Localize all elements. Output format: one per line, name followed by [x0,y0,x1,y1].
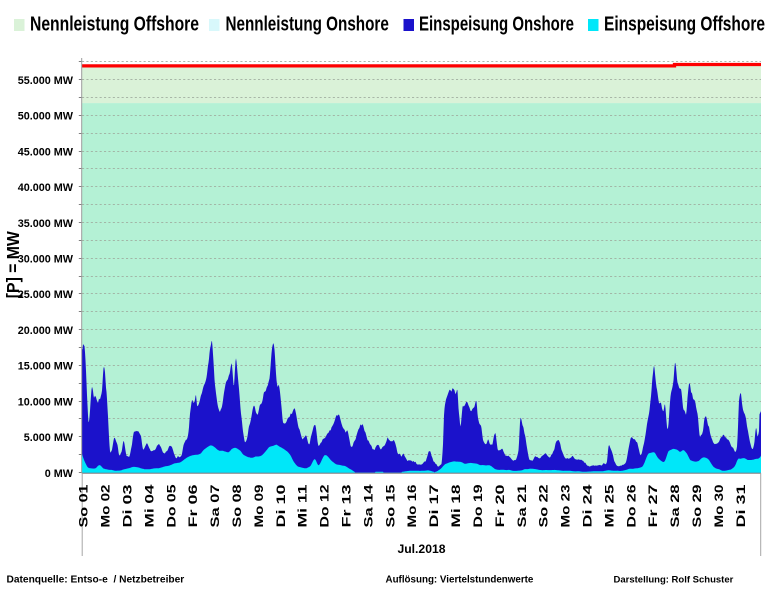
svg-text:Mi 25: Mi 25 [602,484,616,527]
svg-text:Di 10: Di 10 [274,484,288,527]
svg-text:30.000 MW: 30.000 MW [18,254,74,266]
svg-text:Fr 06: Fr 06 [186,484,200,527]
svg-text:So 15: So 15 [383,484,397,527]
svg-text:Fr 13: Fr 13 [340,484,354,527]
svg-text:Mi 18: Mi 18 [449,484,463,527]
svg-text:15.000 MW: 15.000 MW [18,361,74,373]
svg-text:Di 03: Di 03 [121,484,135,527]
svg-text:Sa 21: Sa 21 [515,484,529,527]
svg-text:Einspeisung Onshore: Einspeisung Onshore [419,14,574,36]
svg-text:5.000 MW: 5.000 MW [24,432,74,444]
svg-text:Fr 27: Fr 27 [646,484,660,527]
svg-text:Di 17: Di 17 [427,484,441,527]
svg-text:35.000 MW: 35.000 MW [18,218,74,230]
svg-text:Do 12: Do 12 [318,484,332,527]
svg-text:Do 26: Do 26 [624,484,638,527]
svg-text:50.000 MW: 50.000 MW [18,111,74,123]
svg-text:So 22: So 22 [537,484,551,527]
svg-text:So 01: So 01 [77,484,91,527]
svg-text:Mo 02: Mo 02 [99,484,113,527]
svg-text:0 MW: 0 MW [45,468,74,480]
svg-text:Nennleistung Onshore: Nennleistung Onshore [226,14,389,36]
svg-text:40.000 MW: 40.000 MW [18,182,74,194]
svg-text:Mi 04: Mi 04 [142,484,156,527]
svg-text:So 29: So 29 [690,484,704,527]
svg-text:Di 31: Di 31 [734,484,748,527]
svg-text:So 08: So 08 [230,484,244,527]
svg-text:Sa 28: Sa 28 [668,484,682,527]
svg-text:Jul.2018: Jul.2018 [397,542,445,556]
svg-text:25.000 MW: 25.000 MW [18,289,74,301]
svg-text:Di 24: Di 24 [581,484,595,527]
svg-text:Sa 14: Sa 14 [361,484,375,527]
svg-text:Auflösung: Viertelstundenwerte: Auflösung: Viertelstundenwerte [386,575,534,586]
svg-text:Fr 20: Fr 20 [493,484,507,527]
svg-text:Do 19: Do 19 [471,484,485,527]
svg-text:Sa 07: Sa 07 [208,484,222,527]
svg-text:Mo 30: Mo 30 [712,484,726,527]
svg-text:Mi 11: Mi 11 [296,484,310,527]
svg-text:Mo 16: Mo 16 [405,484,419,527]
svg-text:Mo 23: Mo 23 [559,484,573,527]
svg-text:Einspeisung Offshore: Einspeisung Offshore [604,14,765,36]
svg-text:55.000 MW: 55.000 MW [18,75,74,87]
svg-text:Mo 09: Mo 09 [252,484,266,527]
svg-text:Nennleistung Offshore: Nennleistung Offshore [30,14,199,36]
svg-text:[P] = MW: [P] = MW [3,231,23,298]
svg-text:Do 05: Do 05 [164,484,178,527]
svg-text:Darstellung: Rolf Schuster: Darstellung: Rolf Schuster [614,575,734,586]
svg-text:10.000 MW: 10.000 MW [18,396,74,408]
svg-text:45.000 MW: 45.000 MW [18,146,74,158]
svg-text:Datenquelle: Entso-e / Netzbe: Datenquelle: Entso-e / Netzbetreiber [7,575,185,586]
svg-text:20.000 MW: 20.000 MW [18,325,74,337]
